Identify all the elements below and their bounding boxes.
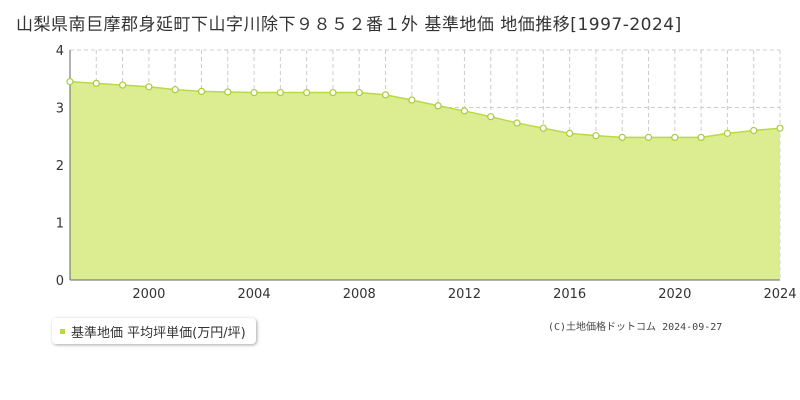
legend-label: 基準地価 平均坪単価(万円/坪) [71, 325, 246, 341]
data-point [145, 83, 153, 91]
data-point [250, 88, 258, 97]
x-tick-label: 2020 [658, 287, 691, 302]
data-point [697, 133, 705, 141]
data-point [539, 124, 547, 132]
page-title: 山梨県南巨摩郡身延町下山字川除下９８５２番１外 基準地価 地価推移[1997-2… [16, 15, 682, 35]
markers [66, 78, 784, 141]
y-tick-label: 2 [56, 159, 64, 174]
y-tick-label: 0 [56, 274, 64, 289]
data-point [776, 124, 784, 132]
legend[interactable]: 基準地価 平均坪単価(万円/坪) [52, 318, 256, 344]
data-point [118, 81, 127, 89]
data-point [487, 113, 495, 121]
data-point [460, 107, 469, 115]
data-point [303, 88, 311, 97]
data-point [224, 88, 232, 96]
data-point [513, 119, 521, 127]
data-point [750, 126, 758, 135]
data-point [171, 86, 179, 94]
y-tick-label: 1 [56, 217, 64, 232]
data-point [381, 91, 390, 99]
y-tick-label: 4 [56, 44, 64, 59]
data-point [671, 133, 679, 141]
x-tick-label: 2000 [132, 287, 165, 302]
x-tick-label: 2004 [238, 287, 271, 302]
data-point [644, 133, 653, 141]
data-point [329, 88, 337, 97]
data-point [723, 129, 732, 137]
x-tick-label: 2012 [448, 287, 481, 302]
data-point [92, 79, 100, 87]
legend-swatch-icon [60, 328, 65, 334]
area-layer [69, 80, 781, 280]
data-point [355, 88, 363, 97]
data-point [66, 78, 74, 86]
series-line [69, 80, 781, 139]
series-area [70, 81, 780, 280]
x-tick-label: 2008 [343, 287, 376, 302]
x-tick-label: 2024 [763, 287, 796, 302]
x-tick-label: 2016 [553, 287, 586, 302]
data-point [434, 102, 442, 110]
y-tick-label: 3 [56, 102, 64, 117]
axes: 0 1 2 3 4 2000 2004 2008 2012 2016 2020 2024 [56, 44, 797, 302]
credit-text: (C)土地価格ドットコム 2024-09-27 [548, 322, 723, 333]
data-point [276, 88, 284, 97]
data-point [408, 96, 416, 104]
data-point [592, 132, 600, 140]
data-point [566, 129, 574, 137]
data-point [618, 133, 626, 141]
data-point [197, 87, 206, 96]
